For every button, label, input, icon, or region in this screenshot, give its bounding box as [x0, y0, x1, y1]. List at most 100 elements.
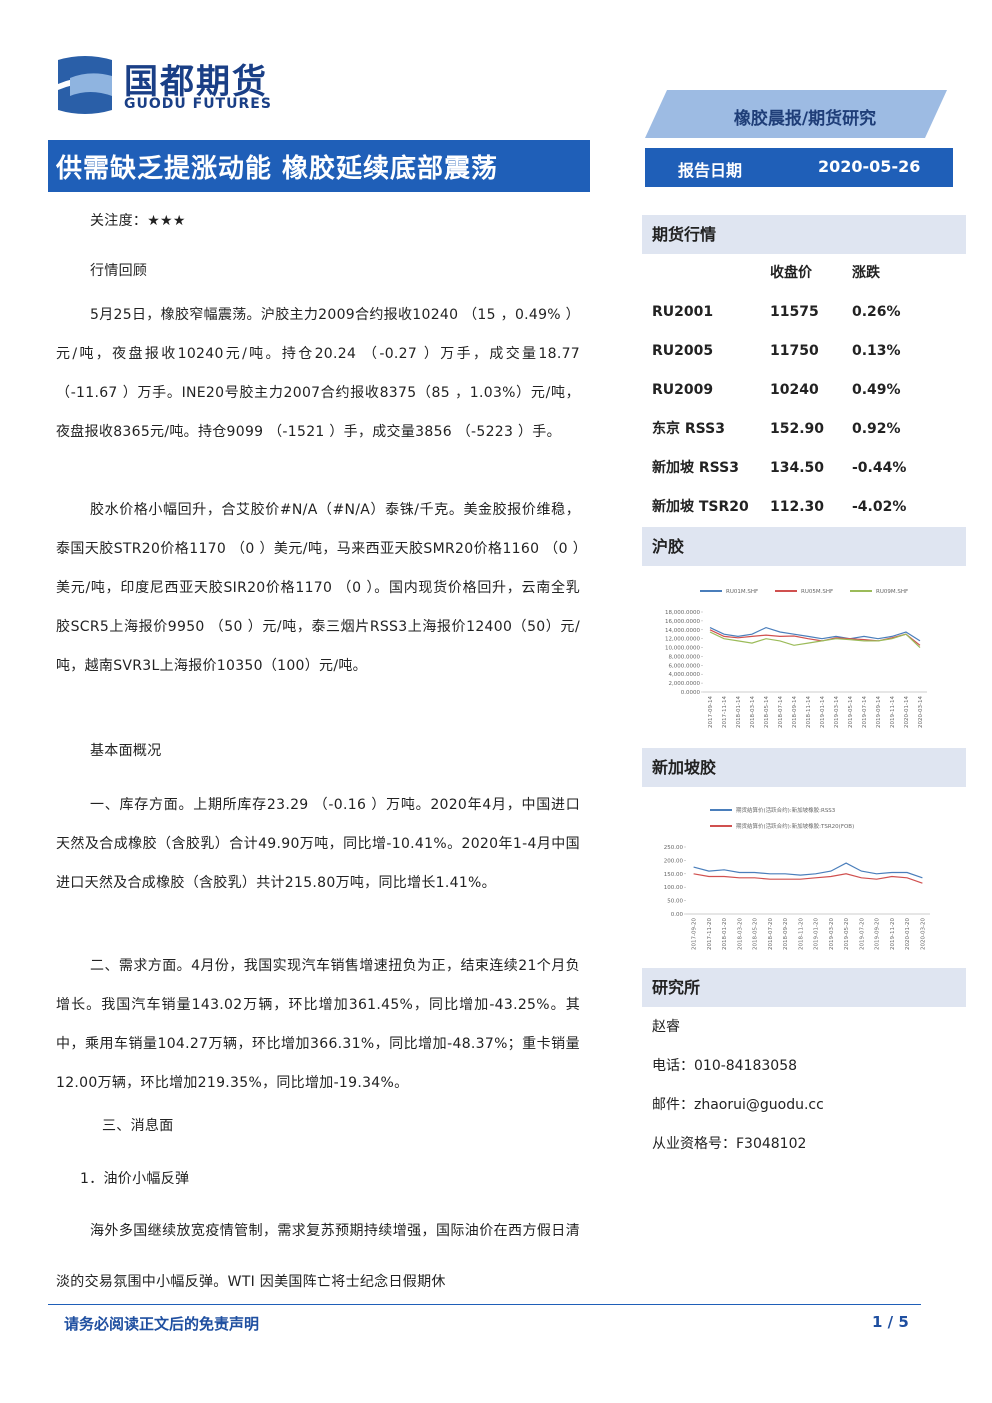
email: 邮件：zhaorui@guodu.cc — [652, 1097, 824, 1113]
report-date: 2020-05-26 — [818, 157, 921, 176]
x-tick-label: 2017-09-14 — [708, 696, 714, 728]
analyst: 赵睿 — [652, 1019, 680, 1035]
y-tick-label: 12,000.0000 — [665, 637, 700, 643]
y-tick-label: 250.00 — [664, 845, 684, 851]
chart: 0.00 50.00 100.00 150.00 200.00 250.00 2017-09… — [664, 806, 930, 950]
x-tick-label: 2019-01-20 — [814, 918, 820, 950]
change: 0.26% — [852, 304, 901, 320]
section-heading: 行情回顾 — [90, 263, 148, 279]
x-tick-label: 2017-11-20 — [707, 918, 713, 950]
y-tick-label: 0.00 — [671, 912, 684, 918]
x-tick-label: 2018-11-20 — [798, 918, 804, 950]
column-header: 收盘价 — [770, 265, 812, 281]
section-header: 研究所 — [642, 968, 966, 1007]
section-heading: 基本面概况 — [90, 743, 162, 759]
contract: RU2009 — [652, 382, 714, 398]
contract: 新加坡 RSS3 — [652, 460, 739, 476]
category: 橡胶晨报/期货研究 — [733, 109, 877, 129]
change: 0.13% — [852, 343, 901, 359]
close-price: 11575 — [770, 304, 819, 320]
change: 0.92% — [852, 421, 901, 437]
series-line — [693, 873, 923, 884]
close-price: 134.50 — [770, 460, 825, 476]
date-bar — [645, 148, 953, 187]
market-header: 期货行情 — [642, 215, 966, 254]
x-tick-label: 2020-03-14 — [918, 696, 924, 728]
y-tick-label: 2,000.0000 — [669, 681, 701, 687]
x-tick-label: 2019-07-20 — [859, 918, 865, 950]
series-line — [693, 862, 923, 879]
legend-label: RU09M.SHF — [876, 589, 908, 595]
x-tick-label: 2018-07-14 — [778, 696, 784, 728]
column-header: 涨跌 — [852, 265, 880, 281]
x-tick-label: 2020-01-14 — [904, 696, 910, 728]
x-tick-label: 2019-03-14 — [834, 696, 840, 728]
y-tick-label: 16,000.0000 — [665, 619, 700, 625]
close-price: 112.30 — [770, 499, 825, 515]
x-tick-label: 2018-09-20 — [783, 918, 789, 950]
title-bar — [48, 140, 590, 192]
series-line — [709, 626, 921, 642]
change: 0.49% — [852, 382, 901, 398]
legend-label: RU05M.SHF — [801, 589, 833, 595]
category-banner — [645, 90, 947, 138]
paragraph: 胶水价格小幅回升，合艾胶价#N/A（#N/A）泰铢/千克。美金胶报价维稳，泰国天… — [56, 502, 580, 674]
x-tick-label: 2020-01-20 — [905, 918, 911, 950]
subheading: 1．油价小幅反弹 — [80, 1171, 190, 1187]
y-tick-label: 14,000.0000 — [665, 628, 700, 634]
close-price: 152.90 — [770, 421, 825, 437]
x-tick-label: 2018-01-20 — [722, 918, 728, 950]
y-tick-label: 150.00 — [664, 872, 684, 878]
footer-rule — [48, 1304, 921, 1305]
contract: 东京 RSS3 — [652, 421, 725, 437]
phone: 电话：010-84183058 — [652, 1058, 798, 1074]
x-tick-label: 2019-09-20 — [875, 918, 881, 950]
attention: 关注度：★★★ — [90, 213, 186, 229]
x-tick-label: 2018-03-20 — [737, 918, 743, 950]
close-price: 10240 — [770, 382, 819, 398]
y-tick-label: 18,000.0000 — [665, 610, 700, 616]
y-tick-label: 0.0000 — [681, 690, 701, 696]
x-tick-label: 2017-11-14 — [722, 696, 728, 728]
close-price: 11750 — [770, 343, 819, 359]
x-tick-label: 2018-09-14 — [792, 696, 798, 728]
x-tick-label: 2019-01-14 — [820, 696, 826, 728]
logo-cn: 国都期货 — [124, 62, 268, 102]
x-tick-label: 2019-11-14 — [890, 696, 896, 728]
paragraph: 海外多国继续放宽疫情管制，需求复苏预期持续增强，国际油价在西方假日清淡的交易氛围… — [56, 1223, 580, 1290]
contract: RU2001 — [652, 304, 714, 320]
x-tick-label: 2019-05-20 — [844, 918, 850, 950]
report-title: 供需缺乏提涨动能 橡胶延续底部震荡 — [56, 154, 499, 184]
change: -4.02% — [852, 499, 907, 515]
paragraph: 一、库存方面。上期所库存23.29 （-0.16 ）万吨。2020年4月，中国进… — [56, 797, 580, 891]
paragraph: 二、需求方面。4月份，我国实现汽车销售增速扭负为正，结束连续21个月负增长。我国… — [56, 958, 580, 1091]
x-tick-label: 2018-05-14 — [764, 696, 770, 728]
change: -0.44% — [852, 460, 907, 476]
x-tick-label: 2019-07-14 — [862, 696, 868, 728]
y-tick-label: 50.00 — [667, 899, 683, 905]
logo-en: GUODU FUTURES — [124, 96, 272, 112]
license: 从业资格号：F3048102 — [652, 1136, 807, 1152]
legend-label: 期货结算价(活跃合约):新加坡橡胶:RSS3 — [736, 806, 836, 814]
series-line — [709, 631, 921, 649]
legend-label: RU01M.SHF — [726, 589, 758, 595]
section-header: 新加坡胶 — [642, 748, 966, 787]
chart: 0.0000 2,000.0000 4,000.0000 6,000.0000 8,00… — [665, 589, 927, 728]
x-tick-label: 2018-07-20 — [768, 918, 774, 950]
x-tick-label: 2020-03-20 — [920, 918, 926, 950]
x-tick-label: 2018-01-14 — [736, 696, 742, 728]
disclaimer: 请务必阅读正文后的免责声明 — [64, 1315, 260, 1333]
y-tick-label: 6,000.0000 — [669, 663, 701, 669]
section-header: 沪胶 — [642, 527, 966, 566]
x-tick-label: 2019-11-20 — [890, 918, 896, 950]
x-tick-label: 2019-09-14 — [876, 696, 882, 728]
y-tick-label: 8,000.0000 — [669, 654, 701, 660]
x-tick-label: 2017-09-20 — [692, 918, 698, 950]
logo-mark — [58, 56, 112, 114]
x-tick-label: 2018-05-20 — [753, 918, 759, 950]
section-heading: 三、消息面 — [102, 1118, 174, 1134]
paragraph: 5月25日，橡胶窄幅震荡。沪胶主力2009合约报收10240 （15 ，0.49… — [56, 307, 580, 440]
contract: RU2005 — [652, 343, 714, 359]
x-tick-label: 2019-03-20 — [829, 918, 835, 950]
